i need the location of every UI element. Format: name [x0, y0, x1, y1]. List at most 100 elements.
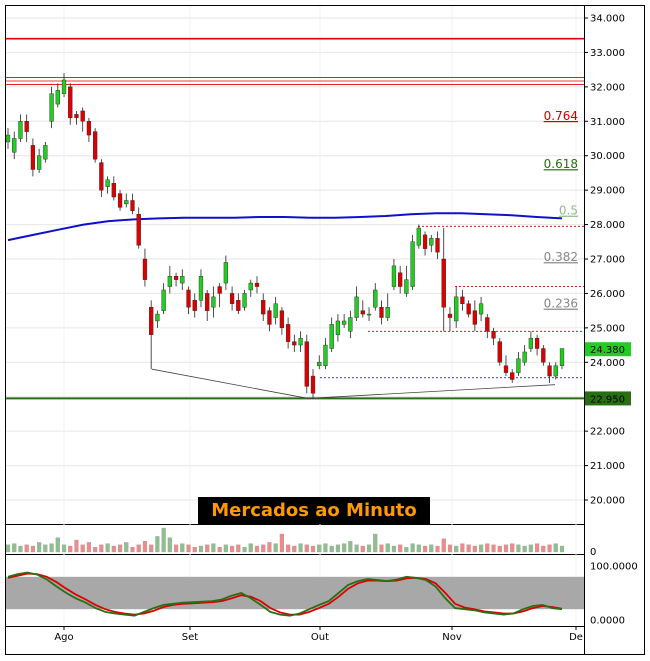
- candle-down: [422, 234, 428, 249]
- volume-bar: [136, 544, 141, 553]
- volume-bar: [559, 545, 565, 553]
- volume-bar: [466, 544, 471, 553]
- month-label: Nov: [442, 632, 462, 643]
- candle-up: [323, 344, 328, 366]
- volume-bar: [173, 544, 179, 553]
- price-tick-label: 27.000: [590, 255, 625, 266]
- volume-bar: [68, 545, 73, 553]
- volume-bar: [441, 538, 446, 553]
- volume-bar: [111, 545, 116, 553]
- volume-bar: [435, 545, 440, 553]
- candle-up: [180, 276, 185, 284]
- candle-down: [441, 258, 446, 308]
- volume-bar: [30, 545, 35, 553]
- candle-up: [522, 351, 527, 363]
- volume-bar: [310, 545, 316, 553]
- volume-bar: [547, 544, 552, 553]
- candle-up: [223, 262, 228, 284]
- volume-bar: [454, 545, 459, 553]
- volume-bar: [223, 544, 228, 553]
- candle-up: [12, 138, 17, 153]
- candle-up: [198, 276, 204, 301]
- candle-down: [285, 324, 291, 342]
- candle-down: [398, 272, 403, 287]
- volume-bar: [273, 543, 278, 553]
- volume-bar: [161, 527, 166, 553]
- candle-down: [117, 193, 123, 208]
- volume-bar: [503, 544, 509, 553]
- volume-bar: [329, 545, 334, 553]
- candle-up: [553, 365, 558, 377]
- volume-bar: [528, 544, 533, 553]
- volume-bar: [286, 544, 291, 553]
- month-label: Ago: [54, 632, 73, 643]
- support-tag-box: [585, 391, 631, 406]
- price-tag-box: [585, 342, 631, 357]
- candle-down: [142, 258, 148, 280]
- candle-up: [317, 362, 322, 366]
- fibonacci-layer: 0.764 0.618 0.5 0.382 0.236: [544, 109, 578, 311]
- candle-down: [24, 121, 29, 132]
- support-tag-label: 22.950: [590, 394, 625, 405]
- price-tick-label: 28.000: [590, 220, 625, 231]
- candle-down: [466, 303, 471, 315]
- chart-frame: [5, 5, 645, 655]
- candle-up: [342, 320, 347, 325]
- volume-bar: [86, 542, 92, 553]
- price-tick-label: 20.000: [590, 496, 625, 507]
- candle-down: [304, 341, 309, 387]
- candle-down: [472, 310, 477, 325]
- volume-bar: [61, 544, 67, 553]
- volume-bar: [180, 543, 185, 553]
- moving-average-line: [7, 212, 563, 242]
- fibonacci-label: 0.5: [559, 204, 578, 218]
- volume-bar: [37, 542, 42, 553]
- candle-down: [217, 286, 222, 294]
- volume-bar: [49, 543, 54, 553]
- price-tick-label: 21.000: [590, 461, 625, 472]
- fibonacci-label: 0.236: [544, 297, 578, 311]
- candle-up: [416, 227, 421, 246]
- candle-up: [329, 324, 334, 349]
- volume-bar: [24, 544, 29, 553]
- candle-down: [80, 110, 85, 122]
- candle-down: [279, 310, 285, 329]
- candle-up: [105, 179, 110, 187]
- candle-down: [136, 214, 141, 246]
- volume-bar: [242, 547, 247, 553]
- fibonacci-label: 0.618: [544, 157, 578, 171]
- candle-down: [547, 365, 552, 377]
- axis-layer: 34.000 33.000 32.000 31.000 30.000 29.000 28.0…: [54, 14, 631, 643]
- candle-down: [99, 162, 104, 191]
- candle-up: [335, 320, 341, 335]
- volume-bar: [105, 543, 110, 553]
- volume-bar: [117, 544, 123, 553]
- candle-up: [559, 348, 565, 366]
- candle-down: [173, 276, 179, 280]
- candle-down: [497, 341, 502, 363]
- candle-up: [385, 307, 390, 318]
- volume-bar: [342, 543, 347, 553]
- candle-down: [510, 372, 515, 380]
- candle-down: [267, 310, 272, 325]
- moving-average-layer: [7, 212, 563, 242]
- candle-up: [55, 90, 60, 105]
- candle-down: [435, 238, 440, 253]
- volume-bar: [323, 543, 328, 553]
- volume-bar: [360, 545, 365, 553]
- candle-up: [124, 200, 129, 205]
- candle-down: [261, 300, 266, 315]
- candle-down: [503, 365, 509, 373]
- candle-up: [273, 303, 278, 318]
- levels-layer: [6, 37, 584, 400]
- volume-bar: [497, 545, 502, 553]
- volume-bar: [198, 545, 204, 553]
- candle-up: [161, 289, 166, 311]
- candle-down: [93, 131, 98, 160]
- volume-bar: [398, 544, 403, 553]
- volume-bar: [410, 543, 415, 553]
- oscillator-d-line: [7, 572, 563, 616]
- candle-up: [61, 79, 67, 94]
